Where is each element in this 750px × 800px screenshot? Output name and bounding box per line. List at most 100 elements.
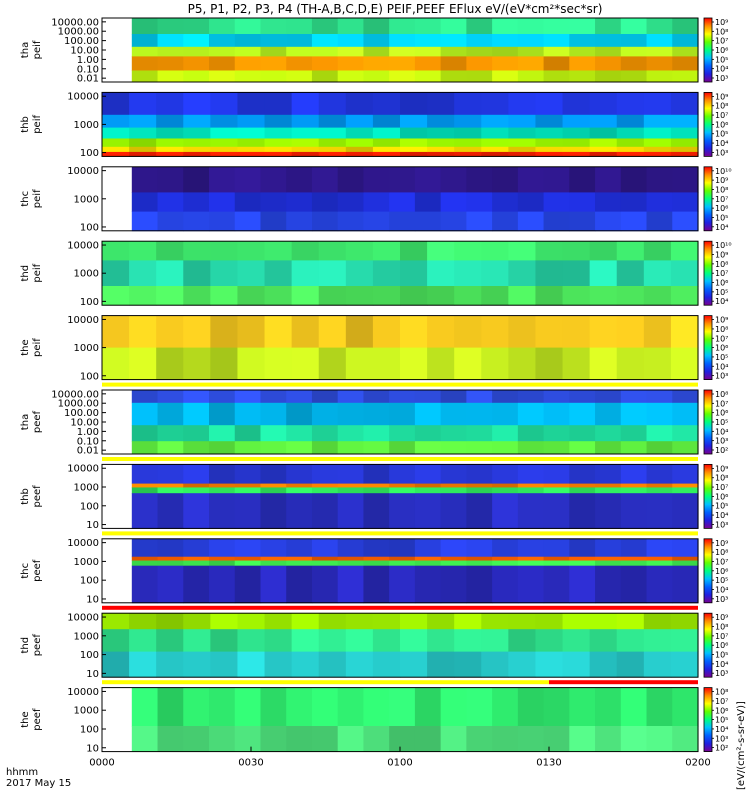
heatmap-cell (156, 92, 184, 116)
heatmap-cell (260, 556, 287, 561)
heatmap-cell (646, 487, 673, 494)
heatmap-cell (372, 613, 401, 630)
heatmap-cell (569, 390, 596, 404)
heatmap-cell (670, 613, 699, 630)
heatmap-cell (562, 260, 591, 287)
colorbar-tick-label: 10³ (715, 148, 728, 157)
heatmap-cell (345, 151, 374, 157)
status-bar (549, 680, 698, 685)
heatmap-cell (311, 425, 339, 442)
y-axis-label-line: peef (32, 559, 43, 582)
heatmap-cell (363, 560, 390, 567)
heatmap-cell (102, 613, 130, 630)
heatmap-cell (454, 241, 482, 261)
heatmap-cell (620, 56, 648, 71)
heatmap-cell (389, 560, 416, 567)
x-axis: hhmm 2017 May 15 0000 0030 0100 0130 0200 (6, 746, 711, 789)
heatmap-cell (517, 483, 545, 488)
heatmap-cell (569, 687, 596, 727)
colorbar-tick-label: 10⁵ (715, 576, 728, 585)
heatmap-cell (389, 18, 416, 35)
heatmap-cell (492, 441, 519, 455)
heatmap-cell (517, 56, 545, 71)
heatmap-cell (454, 114, 482, 128)
heatmap-cell (589, 114, 618, 128)
heatmap-cell (517, 687, 545, 727)
y-axis-label: thdpeef (20, 634, 43, 657)
heatmap-cell (643, 92, 672, 116)
colorbar-tick-label: 10⁴ (715, 585, 728, 594)
heatmap-cell (337, 441, 365, 455)
heatmap-cell (440, 441, 467, 455)
y-tick-label: 10000 (67, 613, 99, 624)
heatmap-cell (414, 46, 442, 57)
heatmap-cell (234, 687, 262, 727)
heatmap-cell (562, 127, 591, 139)
heatmap-cell (440, 34, 467, 48)
heatmap-cell (466, 726, 493, 752)
heatmap-cell (209, 726, 236, 752)
colorbar-tick-label: 10⁷ (715, 483, 728, 492)
heatmap-cell (535, 92, 564, 116)
heatmap-cell (157, 402, 184, 426)
heatmap-cell (616, 241, 645, 261)
y-tick-label: 100 (80, 576, 99, 587)
colorbar-tick-label: 10⁶ (715, 279, 728, 288)
y-tick-label: 100 (80, 724, 99, 735)
heatmap-cell (311, 487, 339, 494)
panel-frame (101, 612, 699, 678)
heatmap-cell (672, 726, 699, 752)
heatmap-cell (156, 151, 184, 157)
chart-title: P5, P1, P2, P3, P4 (TH-A,B,C,D,E) PEIF,P… (188, 2, 603, 16)
heatmap-cell (646, 556, 673, 561)
heatmap-cell (646, 538, 673, 558)
heatmap-cell (209, 46, 236, 57)
heatmap-cell (129, 114, 157, 128)
heatmap-cell (400, 241, 428, 261)
y-tick-label: 10000 (67, 92, 99, 103)
heatmap-cell (492, 483, 519, 488)
heatmap-cell (157, 556, 184, 561)
heatmap-cell (535, 146, 564, 153)
colorbar (703, 240, 713, 306)
colorbar-tick-label: 10⁵ (715, 353, 728, 362)
heatmap-cell (517, 425, 545, 442)
heatmap-cell (543, 390, 570, 404)
heatmap-cell (260, 538, 287, 558)
heatmap-cell (508, 92, 537, 116)
colorbar-tick-label: 10⁵ (715, 418, 728, 427)
heatmap-cell (508, 138, 537, 148)
heatmap-cell (156, 651, 184, 678)
heatmap-cell (372, 286, 401, 306)
heatmap-cell (595, 46, 622, 57)
heatmap-cell (616, 260, 645, 287)
heatmap-cell (389, 538, 416, 558)
heatmap-cell (183, 146, 211, 153)
heatmap-cell (517, 565, 545, 604)
heatmap-cell (337, 166, 365, 193)
heatmap-cell (414, 556, 442, 561)
y-tick-label: 10000 (67, 241, 99, 252)
y-tick-label: 1.00 (77, 55, 99, 66)
heatmap-cell (345, 260, 374, 287)
heatmap-cell (492, 565, 519, 604)
heatmap-cell (672, 464, 699, 484)
y-axis-label: thepeif (20, 338, 43, 357)
heatmap-cell (562, 151, 591, 157)
status-bar (102, 680, 549, 685)
heatmap-cell (562, 613, 591, 630)
heatmap-cell (620, 46, 648, 57)
heatmap-cell (234, 441, 262, 455)
heatmap-cell (157, 425, 184, 442)
heatmap-cell (311, 560, 339, 567)
heatmap-cell (260, 402, 287, 426)
colorbar-tick-label: 10⁷ (715, 632, 728, 641)
heatmap-cell (481, 347, 509, 380)
heatmap-cell (389, 565, 416, 604)
heatmap-cell (562, 241, 591, 261)
heatmap-cell (363, 34, 390, 48)
heatmap-cell (286, 483, 313, 488)
heatmap-cell (210, 260, 239, 287)
heatmap-cell (337, 34, 365, 48)
heatmap-cell (363, 556, 390, 561)
